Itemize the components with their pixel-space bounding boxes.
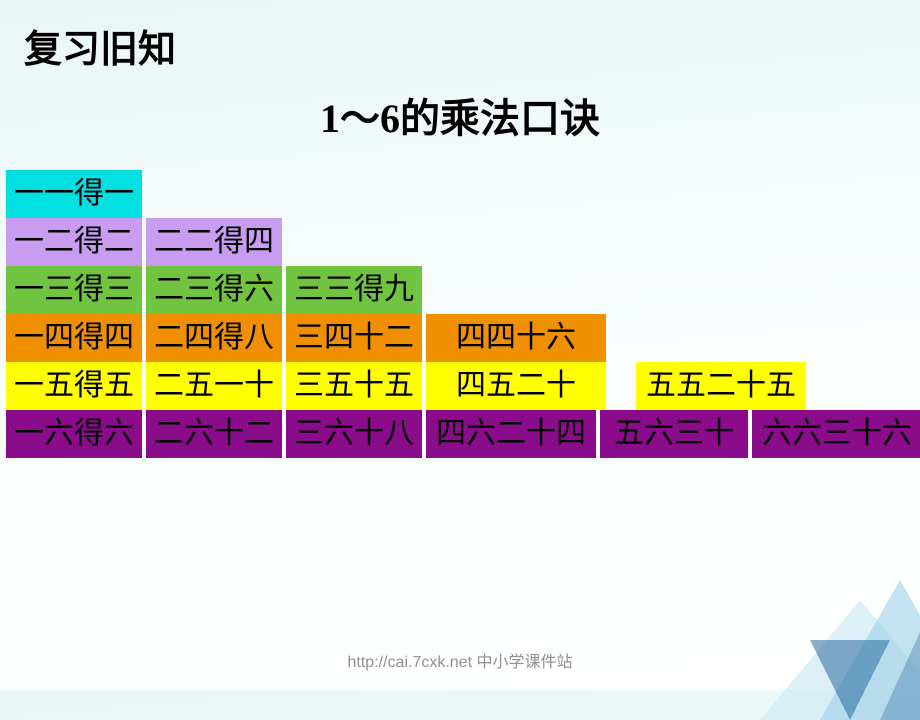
table-cell: 四五二十 <box>426 362 606 410</box>
table-cell: 三六十八 <box>286 410 422 458</box>
table-cell: 一六得六 <box>6 410 142 458</box>
table-row: 一五得五 二五一十 三五十五 四五二十 五五二十五 <box>6 362 920 410</box>
table-cell: 一三得三 <box>6 266 142 314</box>
page-title: 1～6的乘法口诀 <box>0 86 920 144</box>
corner-decoration <box>700 520 920 720</box>
table-cell: 二二得四 <box>146 218 282 266</box>
table-cell: 六六三十六 <box>752 410 920 458</box>
table-row: 一四得四 二四得八 三四十二 四四十六 <box>6 314 920 362</box>
table-cell: 二四得八 <box>146 314 282 362</box>
table-cell: 四六二十四 <box>426 410 596 458</box>
table-cell: 二六十二 <box>146 410 282 458</box>
footer-source: http://cai.7cxk.net 中小学课件站 <box>0 648 920 672</box>
section-heading: 复习旧知 <box>24 18 176 73</box>
table-cell: 二五一十 <box>146 362 282 410</box>
table-cell: 三三得九 <box>286 266 422 314</box>
table-cell: 一一得一 <box>6 170 142 218</box>
table-cell: 二三得六 <box>146 266 282 314</box>
multiplication-table: 一一得一 一二得二 二二得四 一三得三 二三得六 三三得九 一四得四 二四得八 … <box>6 170 920 458</box>
table-cell: 四四十六 <box>426 314 606 362</box>
table-cell: 五六三十 <box>600 410 748 458</box>
table-row: 一三得三 二三得六 三三得九 <box>6 266 920 314</box>
table-cell: 三五十五 <box>286 362 422 410</box>
table-cell: 三四十二 <box>286 314 422 362</box>
table-cell: 五五二十五 <box>636 362 806 410</box>
table-cell: 一四得四 <box>6 314 142 362</box>
table-row: 一一得一 <box>6 170 920 218</box>
table-cell: 一二得二 <box>6 218 142 266</box>
table-row: 一二得二 二二得四 <box>6 218 920 266</box>
table-row: 一六得六 二六十二 三六十八 四六二十四 五六三十 六六三十六 <box>6 410 920 458</box>
table-cell: 一五得五 <box>6 362 142 410</box>
